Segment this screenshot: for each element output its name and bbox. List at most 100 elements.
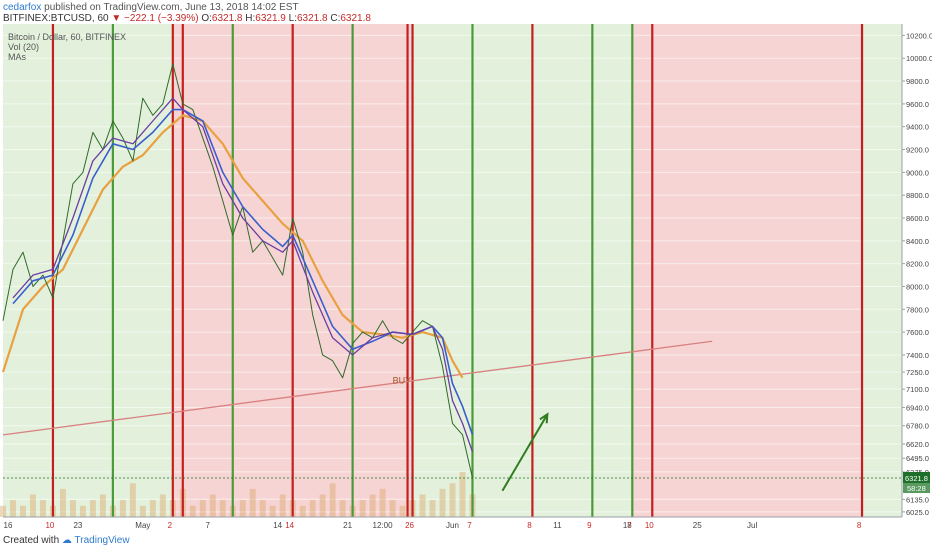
price-tick-label-15: 7250.0 <box>906 368 929 377</box>
volume-bar-39 <box>389 500 396 517</box>
price-tick-label-9: 8400.0 <box>906 237 929 246</box>
grid <box>3 34 902 513</box>
time-tick-label-3: 7 <box>206 521 211 530</box>
volume-bar-40 <box>399 505 406 517</box>
zone-green-10 <box>592 24 633 517</box>
cycle-count-label-3: 26 <box>405 521 414 530</box>
close-label: C: <box>330 13 341 24</box>
zone-red-6 <box>352 24 413 517</box>
open-label: O: <box>201 13 212 24</box>
volume-bar-26 <box>259 500 266 517</box>
volume-bar-0 <box>0 505 6 517</box>
price-tick-label-1: 10000.0 <box>906 54 932 63</box>
publish-line: cedarfox published on TradingView.com, J… <box>3 2 299 13</box>
low-value: 6321.8 <box>296 13 328 24</box>
price-tick-label-5: 9200.0 <box>906 146 929 155</box>
volume-bar-24 <box>239 500 246 517</box>
price-tick-label-11: 8000.0 <box>906 282 929 291</box>
zone-red-12 <box>652 24 863 517</box>
volume-bar-22 <box>219 500 226 517</box>
volume-bar-6 <box>59 488 66 517</box>
cycle-lines <box>51 24 864 517</box>
zone-red-5 <box>292 24 353 517</box>
volume-bar-8 <box>79 505 86 517</box>
volume-bar-27 <box>269 505 276 517</box>
volume-bar-16 <box>159 494 166 517</box>
price-axis-bg <box>902 24 932 534</box>
low-label: L: <box>288 13 297 24</box>
volume-bar-38 <box>379 488 386 517</box>
volume-bar-46 <box>459 472 466 517</box>
price-chart[interactable]: BUY 10200.0 10000.0 9800.0 9600.0 9400.0 9200… <box>0 24 932 534</box>
volume-bar-45 <box>449 483 456 517</box>
cycle-count-label-4: 7 <box>467 521 472 530</box>
price-tick-label-7: 8800.0 <box>906 191 929 200</box>
change-value: −222.1 (−3.39%) <box>124 13 199 24</box>
price-tick-label-17: 6940.0 <box>906 403 929 412</box>
zone-red-11 <box>632 24 653 517</box>
zone-green-2 <box>112 24 173 517</box>
price-tick-label-19: 6620.0 <box>906 440 929 449</box>
time-tick-label-10: 25 <box>693 521 702 530</box>
volume-bar-31 <box>309 500 316 517</box>
price-tick-label-4: 9400.0 <box>906 123 929 132</box>
tradingview-link[interactable]: TradingView <box>74 535 130 546</box>
price-tick-label-2: 9800.0 <box>906 77 929 86</box>
annotations: BUY <box>393 375 549 492</box>
time-tick-label-2: May <box>135 521 150 530</box>
price-tick-label-18: 6780.0 <box>906 422 929 431</box>
price-tick-label-6: 9000.0 <box>906 168 929 177</box>
cycle-count-label-9: 8 <box>857 521 862 530</box>
time-tick-label-6: 12:00 <box>373 521 394 530</box>
buy-arrow-head <box>539 412 549 424</box>
time-tick-label-9: 18 <box>623 521 632 530</box>
volume-bar-28 <box>279 494 286 517</box>
author-link[interactable]: cedarfox <box>3 2 42 13</box>
legend-mas: MAs <box>8 52 26 62</box>
footer: Created with ☁ TradingView <box>3 535 130 546</box>
buy-arrow-line <box>501 413 549 492</box>
created-with: Created with <box>3 535 60 546</box>
volume-bar-1 <box>9 500 16 517</box>
price-tick-label-13: 7600.0 <box>906 328 929 337</box>
cycle-count-label-8: 10 <box>645 521 654 530</box>
volume-bar-12 <box>119 500 126 517</box>
publish-info: published on TradingView.com, June 13, 2… <box>44 2 299 13</box>
countdown-badge <box>903 482 930 493</box>
legend-volume: Vol (20) <box>8 42 40 52</box>
volume-bar-33 <box>329 483 336 517</box>
last-price-label: 6321.8 <box>905 474 928 483</box>
time-tick-label-11: Jul <box>747 521 757 530</box>
time-tick-label-1: 23 <box>73 521 82 530</box>
zone-red-4 <box>232 24 293 517</box>
price-axis: 10200.0 10000.0 9800.0 9600.0 9400.0 9200.0 90… <box>3 24 932 534</box>
volume-bar-14 <box>139 505 146 517</box>
price-tick-label-0: 10200.0 <box>906 31 932 40</box>
volume-bar-36 <box>359 500 366 517</box>
ma-fast-line <box>12 97 474 453</box>
volume-bar-25 <box>249 488 256 517</box>
cycle-zones <box>3 24 902 517</box>
zone-green-8 <box>472 24 533 517</box>
legend-title: Bitcoin / Dollar, 60, BITFINEX <box>8 32 127 42</box>
price-tick-label-8: 8600.0 <box>906 214 929 223</box>
high-value: 6321.9 <box>255 13 286 24</box>
cycle-count-label-0: 10 <box>45 521 54 530</box>
countdown-label: 58:28 <box>907 484 926 493</box>
volume-bar-2 <box>19 505 26 517</box>
volume-bar-34 <box>339 500 346 517</box>
trendline <box>2 340 713 436</box>
volume-bar-3 <box>29 494 36 517</box>
volume-bar-37 <box>369 494 376 517</box>
volume-bar-7 <box>69 500 76 517</box>
zone-green-7 <box>412 24 473 517</box>
series <box>1 63 713 479</box>
open-value: 6321.8 <box>211 13 243 24</box>
volume-bar-15 <box>149 500 156 517</box>
time-axis: 16 23 May 7 14 21 12:00 Jun 11 18 25 Jul 10 2 14 26 7 8 9 7… <box>0 516 932 534</box>
time-tick-label-7: Jun <box>446 521 459 530</box>
volume-bar-21 <box>209 494 216 517</box>
zone-green-9 <box>532 24 593 517</box>
price-tick-label-23: 6025.0 <box>906 508 929 517</box>
volume-bar-44 <box>439 488 446 517</box>
